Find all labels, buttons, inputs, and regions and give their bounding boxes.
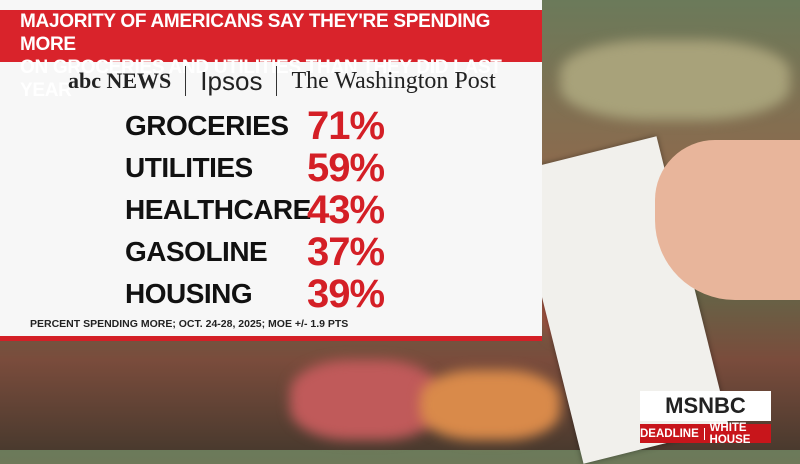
hand — [655, 140, 800, 300]
headline-line: MAJORITY OF AMERICANS SAY THEY'RE SPENDI… — [20, 11, 491, 55]
item-row: HOUSING 39% — [125, 271, 385, 316]
show-name: WHITE HOUSE — [709, 421, 751, 446]
headline: MAJORITY OF AMERICANS SAY THEY'RE SPENDI… — [0, 10, 542, 101]
item-label: GASOLINE — [125, 236, 268, 267]
background-produce — [420, 370, 560, 440]
sponsors: abc NEWS Ipsos The Washington Post — [68, 64, 496, 98]
background-produce — [290, 360, 440, 440]
item-row: HEALTHCARE 43% — [125, 187, 385, 232]
show-name: DEADLINE — [640, 427, 699, 440]
separator — [185, 66, 187, 96]
item-row: GROCERIES 71% — [125, 103, 385, 148]
separator — [703, 427, 705, 440]
item-value: 59% — [307, 145, 385, 190]
background-shelf — [560, 40, 790, 120]
network-logo: MSNBC — [640, 391, 771, 421]
item-value: 39% — [307, 271, 385, 316]
separator — [276, 66, 278, 96]
footnote: PERCENT SPENDING MORE; OCT. 24-28, 2025;… — [30, 318, 349, 330]
headline-line: ON GROCERIES AND UTILITIES THAN THEY DID… — [20, 57, 502, 101]
sponsor: Ipsos — [200, 65, 263, 96]
item-label: HEALTHCARE — [125, 194, 311, 225]
item-label: UTILITIES — [125, 152, 253, 183]
sponsor: abc NEWS — [68, 68, 172, 93]
item-row: UTILITIES 59% — [125, 145, 385, 190]
show-banner: DEADLINE WHITE HOUSE — [640, 421, 771, 446]
graphic-panel: MAJORITY OF AMERICANS SAY THEY'RE SPENDI… — [0, 0, 542, 341]
item-row: GASOLINE 37% — [125, 229, 385, 274]
item-label: GROCERIES — [125, 110, 289, 141]
network-name: MSNBC — [665, 393, 746, 418]
sponsor: The Washington Post — [291, 67, 496, 94]
item-value: 43% — [307, 187, 385, 232]
item-label: HOUSING — [125, 278, 253, 309]
item-value: 71% — [307, 103, 385, 148]
item-value: 37% — [307, 229, 385, 274]
